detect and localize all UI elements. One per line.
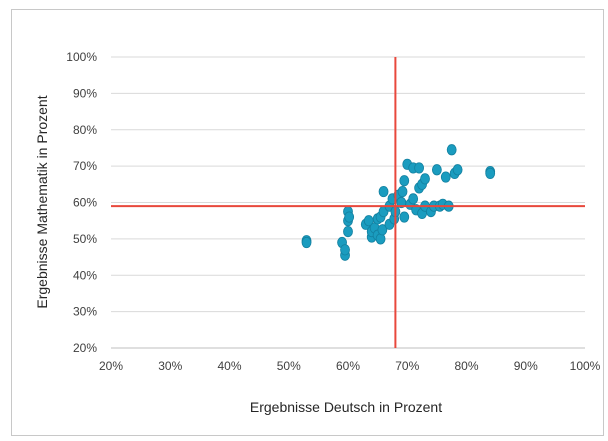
chart-frame	[11, 9, 604, 436]
data-point	[399, 211, 410, 223]
gridlines	[111, 56, 585, 349]
data-point	[420, 173, 430, 185]
data-point	[431, 164, 442, 176]
y-tick-label: 80%	[73, 123, 97, 137]
reference-lines	[111, 57, 585, 348]
data-point	[408, 193, 419, 205]
data-point	[340, 244, 350, 256]
data-point	[378, 185, 389, 198]
data-point	[301, 236, 312, 249]
x-tick-label: 70%	[395, 359, 419, 373]
data-point	[397, 185, 408, 198]
y-tick-label: 30%	[73, 305, 97, 319]
y-tick-label: 60%	[73, 196, 97, 210]
data-point	[343, 226, 353, 238]
y-tick-label: 100%	[66, 50, 97, 64]
x-axis-title: Ergebnisse Deutsch in Prozent	[250, 399, 442, 415]
data-point	[399, 175, 410, 187]
x-tick-label: 20%	[99, 359, 123, 373]
y-tick-label: 40%	[73, 268, 97, 282]
data-point	[375, 233, 386, 245]
y-tick-label: 50%	[73, 232, 97, 246]
x-tick-label: 90%	[514, 359, 538, 373]
x-tick-label: 80%	[454, 359, 478, 373]
x-tick-label: 40%	[217, 359, 241, 373]
x-tick-label: 60%	[336, 359, 360, 373]
y-tick-labels: 20% 30% 40% 50% 60% 70% 80% 90% 100%	[66, 50, 97, 355]
y-axis-title: Ergebnisse Mathematik in Prozent	[34, 95, 50, 308]
data-point	[440, 171, 451, 183]
data-point	[485, 167, 496, 179]
data-point	[414, 162, 425, 174]
data-point	[452, 164, 463, 176]
x-tick-labels: 20% 30% 40% 50% 60% 70% 80% 90% 100%	[99, 359, 601, 373]
x-tick-label: 30%	[158, 359, 182, 373]
y-tick-label: 20%	[73, 341, 97, 355]
y-tick-label: 70%	[73, 159, 97, 173]
x-tick-label: 100%	[570, 359, 601, 373]
data-point	[344, 211, 355, 223]
y-tick-label: 90%	[73, 86, 97, 100]
data-point	[377, 224, 388, 236]
data-point	[446, 144, 457, 156]
x-tick-label: 50%	[277, 359, 301, 373]
